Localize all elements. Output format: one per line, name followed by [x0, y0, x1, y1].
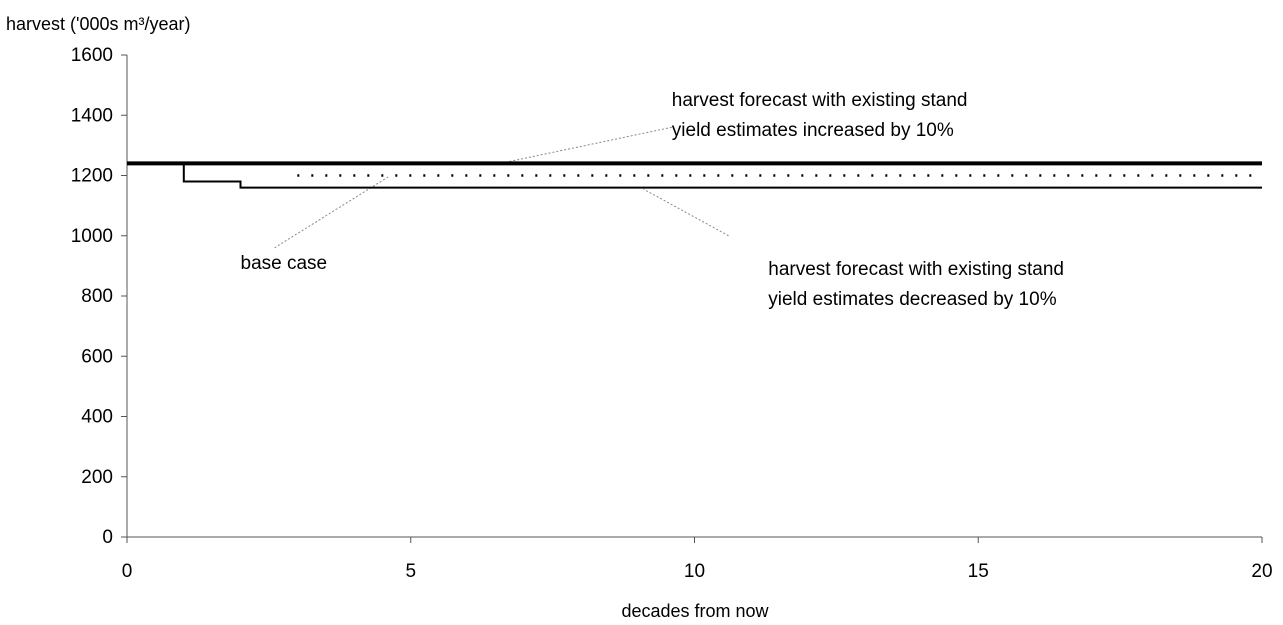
- label-line: yield estimates increased by 10%: [672, 120, 954, 141]
- pointer-ann-decreased: [643, 188, 729, 237]
- y-tick-label: 400: [81, 407, 113, 428]
- y-tick-label: 1400: [71, 105, 113, 126]
- label-ann-base: base case: [241, 253, 328, 274]
- y-axis-title: harvest ('000s m³/year): [6, 14, 191, 34]
- label-ann-decreased: harvest forecast with existing stand yiel…: [768, 259, 1064, 310]
- label-line: yield estimates decreased by 10%: [768, 289, 1056, 310]
- x-tick-label: 5: [405, 561, 416, 582]
- pointer-ann-increased: [507, 126, 672, 163]
- label-line: harvest forecast with existing stand: [768, 259, 1064, 280]
- label-line: harvest forecast with existing stand: [672, 90, 968, 111]
- y-tick-label: 1200: [71, 166, 113, 187]
- y-tick-label: 0: [102, 527, 113, 548]
- annotation-pointers: [274, 126, 729, 249]
- label-ann-increased: harvest forecast with existing stand yiel…: [672, 90, 968, 141]
- annotations: harvest forecast with existing stand yiel…: [241, 90, 1064, 310]
- y-tick-label: 600: [81, 346, 113, 367]
- label-line: base case: [241, 253, 328, 274]
- x-ticks: 0 5 10 15 20: [122, 537, 1273, 582]
- x-axis-title: decades from now: [621, 601, 769, 621]
- y-ticks: 0 200 400 600 800 1000 1200 1400 1600: [71, 45, 127, 548]
- y-tick-label: 1600: [71, 45, 113, 66]
- x-tick-label: 20: [1251, 561, 1272, 582]
- x-tick-label: 15: [968, 561, 989, 582]
- series-line-decreased: [127, 162, 1262, 189]
- y-tick-label: 800: [81, 286, 113, 307]
- series: [127, 161, 1262, 189]
- x-tick-label: 10: [684, 561, 705, 582]
- y-tick-label: 200: [81, 467, 113, 488]
- x-tick-label: 0: [122, 561, 133, 582]
- y-tick-label: 1000: [71, 226, 113, 247]
